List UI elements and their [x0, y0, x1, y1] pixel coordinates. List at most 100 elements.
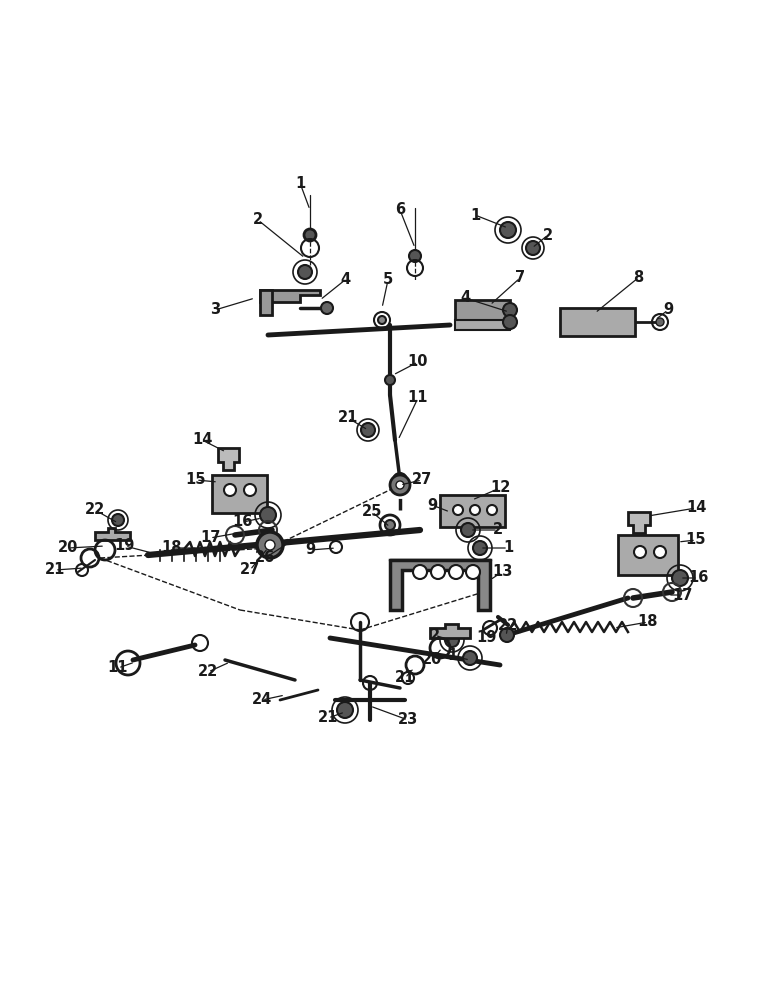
- Circle shape: [473, 541, 487, 555]
- Polygon shape: [260, 290, 320, 302]
- Circle shape: [361, 423, 375, 437]
- Text: 21: 21: [318, 710, 338, 726]
- Text: 18: 18: [162, 540, 182, 556]
- Text: 6: 6: [395, 202, 405, 218]
- Text: 20: 20: [422, 652, 442, 668]
- Text: 16: 16: [688, 570, 708, 585]
- Text: 2: 2: [493, 522, 503, 538]
- Text: 22: 22: [198, 664, 218, 680]
- Text: 10: 10: [408, 355, 428, 369]
- Text: 3: 3: [210, 302, 220, 318]
- Text: 16: 16: [233, 514, 253, 530]
- Text: 4: 4: [460, 290, 470, 306]
- Circle shape: [656, 318, 664, 326]
- Bar: [212, 475, 267, 513]
- Circle shape: [526, 241, 540, 255]
- Text: 26: 26: [255, 550, 275, 566]
- Text: 1: 1: [447, 648, 457, 664]
- Text: 17: 17: [200, 530, 220, 546]
- Bar: [560, 308, 635, 336]
- Circle shape: [470, 505, 480, 515]
- Polygon shape: [430, 624, 470, 638]
- Polygon shape: [218, 448, 239, 470]
- Circle shape: [463, 651, 477, 665]
- Circle shape: [304, 229, 316, 241]
- Text: 20: 20: [58, 540, 78, 556]
- Text: 2: 2: [543, 228, 553, 242]
- Circle shape: [487, 505, 497, 515]
- Circle shape: [396, 481, 404, 489]
- Text: 7: 7: [515, 270, 525, 286]
- Polygon shape: [95, 528, 130, 540]
- Text: 19: 19: [476, 631, 496, 646]
- Circle shape: [409, 250, 421, 262]
- Text: 11: 11: [408, 390, 428, 406]
- Polygon shape: [455, 320, 510, 330]
- Text: 27: 27: [240, 562, 260, 578]
- Circle shape: [244, 484, 256, 496]
- Text: 22: 22: [498, 617, 518, 633]
- Circle shape: [461, 523, 475, 537]
- Text: 8: 8: [633, 270, 643, 286]
- Text: 22: 22: [85, 502, 105, 518]
- Circle shape: [393, 473, 407, 487]
- Circle shape: [431, 565, 445, 579]
- Circle shape: [257, 532, 283, 558]
- Circle shape: [298, 265, 312, 279]
- Bar: [440, 495, 505, 527]
- Circle shape: [453, 505, 463, 515]
- Circle shape: [447, 507, 453, 513]
- Circle shape: [449, 565, 463, 579]
- Text: 2: 2: [430, 628, 440, 643]
- Text: 14: 14: [686, 500, 706, 516]
- Text: 9: 9: [663, 302, 673, 318]
- Polygon shape: [628, 512, 650, 533]
- Text: 27: 27: [412, 473, 432, 488]
- Circle shape: [654, 546, 666, 558]
- Circle shape: [500, 222, 516, 238]
- Circle shape: [260, 507, 276, 523]
- Circle shape: [466, 565, 480, 579]
- Text: 9: 9: [305, 542, 315, 558]
- Text: 9: 9: [427, 497, 437, 512]
- Text: 4: 4: [340, 272, 350, 288]
- Polygon shape: [455, 300, 510, 322]
- Circle shape: [503, 315, 517, 329]
- Text: 15: 15: [686, 532, 706, 548]
- Text: 1: 1: [470, 208, 480, 223]
- Text: 1: 1: [503, 540, 513, 556]
- Text: 11: 11: [108, 660, 128, 676]
- Text: 1: 1: [295, 176, 305, 190]
- Text: 17: 17: [672, 587, 692, 602]
- Text: 2: 2: [253, 213, 263, 228]
- Text: 24: 24: [252, 692, 272, 708]
- Circle shape: [112, 514, 124, 526]
- Circle shape: [265, 540, 275, 550]
- Text: 5: 5: [383, 272, 393, 288]
- Text: 15: 15: [186, 473, 206, 488]
- Polygon shape: [260, 290, 272, 315]
- Circle shape: [385, 375, 395, 385]
- Text: 18: 18: [638, 614, 659, 630]
- Circle shape: [445, 633, 459, 647]
- Circle shape: [337, 702, 353, 718]
- Circle shape: [413, 565, 427, 579]
- Text: 21: 21: [338, 410, 358, 426]
- Circle shape: [500, 628, 514, 642]
- Text: 19: 19: [115, 538, 135, 554]
- Text: 21: 21: [394, 670, 415, 686]
- Bar: [618, 535, 678, 575]
- Circle shape: [634, 546, 646, 558]
- Circle shape: [224, 484, 236, 496]
- Circle shape: [390, 475, 410, 495]
- Circle shape: [385, 520, 395, 530]
- Circle shape: [672, 570, 688, 586]
- Circle shape: [378, 316, 386, 324]
- Polygon shape: [390, 560, 490, 610]
- Circle shape: [503, 303, 517, 317]
- Circle shape: [321, 302, 333, 314]
- Text: 25: 25: [362, 504, 382, 520]
- Text: 13: 13: [492, 564, 512, 580]
- Text: 12: 12: [489, 481, 510, 495]
- Text: 14: 14: [191, 432, 212, 448]
